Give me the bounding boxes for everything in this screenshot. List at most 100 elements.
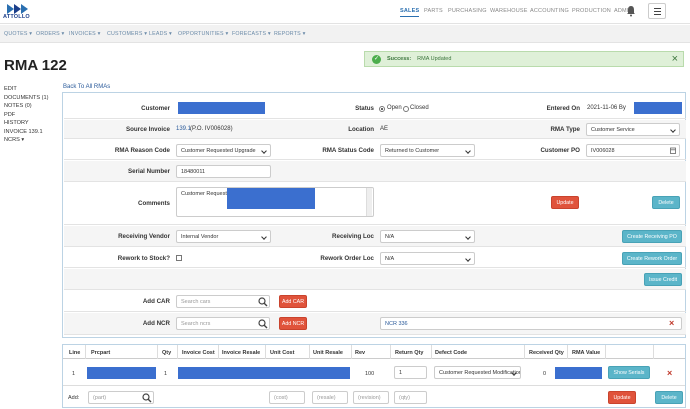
issue-credit-button[interactable]: Issue Credit <box>644 273 682 286</box>
subnav-customers[interactable]: CUSTOMERS ▾ <box>107 31 148 37</box>
entered-by-redacted <box>634 102 682 114</box>
nav-sales[interactable]: SALES <box>400 8 420 17</box>
costs-redacted <box>178 367 350 379</box>
form-row-add-ncr: Add NCR Search ncrs Add NCR NCR 336 × <box>64 313 686 335</box>
location-value: AE <box>380 126 389 132</box>
receiving-loc-select[interactable]: N/A <box>380 230 475 243</box>
row-rev: 100 <box>365 371 375 377</box>
show-serials-button[interactable]: Show Serials <box>608 366 650 379</box>
nav-accounting[interactable]: ACCOUNTING <box>530 8 569 14</box>
create-receiving-po-button[interactable]: Create Receiving PO <box>622 230 682 243</box>
ncr-list-item: NCR 336 <box>380 317 682 330</box>
logo-text: ATTOLLO <box>3 14 30 20</box>
hamburger-menu-button[interactable] <box>648 3 666 19</box>
nav-warehouse[interactable]: WAREHOUSE <box>490 8 528 14</box>
rma-type-select[interactable]: Customer Service <box>586 123 680 136</box>
comments-scrollbar[interactable] <box>366 188 372 216</box>
defect-code-select[interactable]: Customer Requested Modification <box>434 366 521 379</box>
back-to-rmas-link[interactable]: Back To All RMAs <box>63 84 111 90</box>
col-rma-value: RMA Value <box>572 350 601 356</box>
search-icon[interactable] <box>257 318 269 330</box>
status-code-select[interactable]: Returned to Customer <box>380 144 475 157</box>
rework-order-loc-select[interactable]: N/A <box>380 252 475 265</box>
sidebar-item-documents[interactable]: DOCUMENTS (1) <box>4 94 49 101</box>
sidebar-item-ncrs[interactable]: NCRS ▾ <box>4 137 25 143</box>
search-icon[interactable] <box>141 392 153 404</box>
sidebar-item-invoice[interactable]: INVOICE 139.1 <box>4 128 43 135</box>
add-row: Add: (part) (cost) (resale) (revision) (… <box>63 387 685 408</box>
receiving-loc-label: Receiving Loc <box>332 233 374 240</box>
calendar-icon[interactable] <box>670 147 676 154</box>
form-row-rework: Rework to Stock? Rework Order Loc N/A Cr… <box>64 248 686 268</box>
receiving-vendor-label: Receiving Vendor <box>118 233 170 240</box>
form-row-customer: Customer Status Open Closed Entered On 2… <box>64 97 686 119</box>
line-items-table: Line Prcpart Qty Invoice Cost Invoice Re… <box>62 344 686 408</box>
add-cost-input[interactable]: (cost) <box>269 391 305 404</box>
form-row-source-invoice: Source Invoice 139.1 (P.O. IV006028) Loc… <box>64 120 686 139</box>
create-rework-order-button[interactable]: Create Rework Order <box>622 252 682 265</box>
form-row-credit: Issue Credit <box>64 269 686 290</box>
nav-purchasing[interactable]: PURCHASING <box>448 8 487 14</box>
add-part-input[interactable]: (part) <box>88 391 154 404</box>
subnav-leads[interactable]: LEADS ▾ <box>149 31 172 37</box>
rework-checkbox[interactable] <box>176 255 182 261</box>
receiving-vendor-select[interactable]: Internal Vendor <box>176 230 271 243</box>
part-redacted <box>87 367 156 379</box>
status-open-radio[interactable] <box>379 106 385 112</box>
status-closed-radio[interactable] <box>403 106 409 112</box>
remove-ncr-icon[interactable]: × <box>669 318 675 328</box>
car-search-input[interactable]: Search cars <box>176 295 270 308</box>
source-invoice-link[interactable]: 139.1 <box>176 126 192 132</box>
customer-po-label: Customer PO <box>540 147 580 154</box>
subnav-invoices[interactable]: INVOICES ▾ <box>69 31 101 37</box>
ncr-search-input[interactable]: Search ncrs <box>176 317 270 330</box>
add-ncr-label: Add NCR <box>142 320 170 327</box>
page-title: RMA 122 <box>4 57 67 74</box>
add-resale-input[interactable]: (resale) <box>312 391 348 404</box>
sidebar-item-notes[interactable]: NOTES (0) <box>4 103 32 109</box>
comments-redacted <box>227 188 315 209</box>
table-row: 1 1 100 1 Customer Requested Modificatio… <box>63 360 685 386</box>
return-qty-input[interactable]: 1 <box>394 366 427 379</box>
toast-title: Success: <box>387 56 412 62</box>
source-invoice-po: (P.O. IV006028) <box>190 126 233 132</box>
serial-label: Serial Number <box>128 168 170 175</box>
col-rev: Rev <box>355 350 366 356</box>
remove-row-icon[interactable]: × <box>667 368 673 378</box>
col-invoice-cost: Invoice Cost <box>182 350 215 356</box>
reason-code-select[interactable]: Customer Requested Upgrade <box>176 144 271 157</box>
col-received-qty: Received Qty <box>529 350 564 356</box>
form-row-receiving: Receiving Vendor Internal Vendor Receivi… <box>64 226 686 247</box>
rma-form-panel: Customer Status Open Closed Entered On 2… <box>62 92 686 338</box>
add-delete-button[interactable]: Delete <box>655 391 683 404</box>
search-icon[interactable] <box>257 296 269 308</box>
nav-parts[interactable]: PARTS <box>424 8 443 14</box>
attollo-logo-icon[interactable] <box>5 2 33 22</box>
subnav-reports[interactable]: REPORTS ▾ <box>274 31 306 37</box>
add-ncr-button[interactable]: Add NCR <box>279 317 307 330</box>
ncr-link[interactable]: NCR 336 <box>385 321 408 327</box>
add-qty-input[interactable]: (qty) <box>394 391 427 404</box>
close-icon[interactable]: × <box>671 53 678 65</box>
add-update-button[interactable]: Update <box>608 391 636 404</box>
add-label: Add: <box>68 395 80 401</box>
sidebar-item-pdf[interactable]: PDF <box>4 111 16 118</box>
serial-input[interactable]: 18480011 <box>176 165 271 178</box>
delete-button[interactable]: Delete <box>652 196 680 209</box>
subnav-quotes[interactable]: QUOTES ▾ <box>4 31 33 37</box>
sidebar-item-edit[interactable]: EDIT <box>4 86 17 92</box>
nav-production[interactable]: PRODUCTION <box>572 8 611 14</box>
subnav-opportunities[interactable]: OPPORTUNITIES ▾ <box>178 31 229 37</box>
add-car-button[interactable]: Add CAR <box>279 295 307 308</box>
toast-message: RMA Updated <box>417 56 452 62</box>
subnav-forecasts[interactable]: FORECASTS ▾ <box>232 31 271 37</box>
customer-po-input[interactable]: IV006028 <box>586 144 680 157</box>
subnav-orders[interactable]: ORDERS ▾ <box>36 31 65 37</box>
add-revision-input[interactable]: (revision) <box>353 391 389 404</box>
entered-on-label: Entered On <box>546 105 580 112</box>
col-line: Line <box>69 350 81 356</box>
update-button[interactable]: Update <box>551 196 579 209</box>
nav-admin[interactable]: ADMIN <box>614 8 633 14</box>
sidebar-item-history[interactable]: HISTORY <box>4 120 29 126</box>
bell-icon[interactable] <box>624 4 638 18</box>
